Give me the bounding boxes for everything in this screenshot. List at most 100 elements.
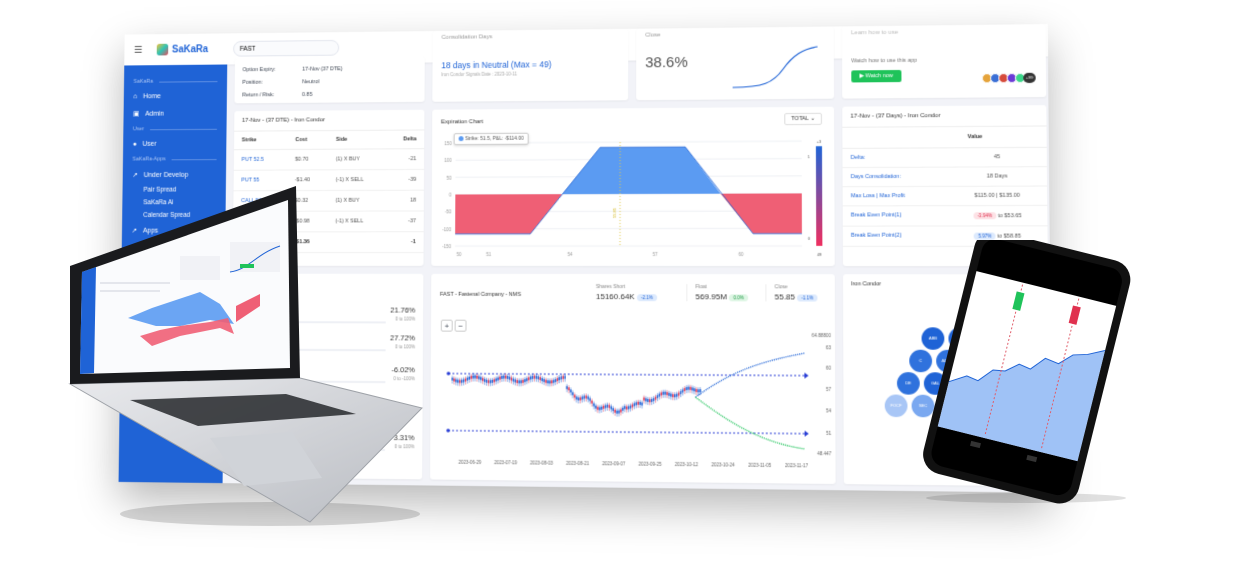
x-tick-label: 57 (653, 252, 659, 257)
sidebar-item-user[interactable]: ● User (132, 140, 157, 148)
level-marker (447, 429, 451, 434)
candle (645, 398, 647, 402)
candle (554, 379, 557, 383)
x-tick-label: 2023-07-19 (494, 460, 517, 465)
candle (463, 379, 465, 383)
candle (602, 405, 605, 409)
phone-frame (923, 230, 1131, 504)
search-input[interactable] (233, 39, 340, 57)
candle (564, 375, 566, 379)
user-icon: ● (132, 141, 137, 148)
stats-row: Days Consolidation: 18 Days (842, 167, 1048, 188)
candle (486, 380, 488, 384)
candle (459, 379, 461, 383)
candle (666, 392, 668, 396)
candle (641, 402, 643, 406)
candle (520, 380, 522, 384)
candle (610, 406, 612, 410)
stats-label: Days Consolidation: (850, 173, 901, 181)
scale-label: 49 (817, 252, 822, 257)
x-tick-label: 51 (486, 252, 492, 257)
candle (633, 403, 635, 407)
laptop-frame (68, 186, 423, 526)
candle (658, 393, 661, 397)
candle (649, 399, 651, 403)
candle (651, 398, 653, 402)
menu-icon[interactable]: ☰ (133, 44, 143, 56)
candle (558, 377, 560, 381)
change-badge: 5.97% (974, 232, 996, 240)
candle (664, 391, 666, 395)
expiration-chart: 150 100 50 0 -50 -100 -150 50 51 54 57 60 55.85 +3 1 0 4… (442, 139, 823, 257)
y-tick-label: 54 (826, 408, 832, 413)
candle (627, 406, 630, 410)
ticker-bubble[interactable]: FOCF (884, 394, 908, 418)
home-icon: ⌂ (133, 93, 138, 101)
change-badge: 0.0% (729, 294, 748, 302)
y-tick-label: 48.447 (817, 451, 832, 456)
candle (525, 378, 528, 382)
candle (670, 393, 672, 397)
candle (533, 375, 535, 379)
consolidation-value: 18 days in Neutral (Max = 49) (441, 59, 552, 71)
candle (635, 402, 637, 406)
candle (495, 378, 498, 382)
candle (596, 406, 599, 410)
candle (643, 397, 645, 401)
total-select[interactable]: TOTAL ⌄ (784, 112, 822, 126)
candle (637, 401, 639, 405)
x-tick-label: 2023-09-25 (638, 461, 662, 466)
metric-close: Close 55.85 -1.1% (765, 284, 818, 302)
y-tick-label: 57 (826, 387, 832, 392)
candle (691, 387, 694, 391)
candle (475, 376, 477, 380)
candle (639, 401, 641, 405)
y-tick-label: 150 (444, 141, 452, 146)
scale-label: 0 (808, 236, 811, 241)
candle (672, 394, 674, 398)
candle (488, 380, 490, 384)
candle (604, 405, 607, 409)
candle (600, 406, 603, 410)
candle (505, 375, 507, 379)
sidebar-item-admin[interactable]: ▣ Admin (133, 110, 165, 118)
avatar-more[interactable]: +99 (1023, 72, 1036, 84)
y-tick-label: 100 (444, 158, 452, 163)
x-tick-label: 2023-06-29 (458, 460, 481, 465)
candle (516, 379, 518, 383)
candle (579, 397, 582, 401)
candle (518, 380, 520, 384)
candle (594, 405, 597, 409)
candle (552, 379, 555, 383)
candle (544, 379, 546, 383)
loss-area (455, 193, 802, 235)
watch-now-button[interactable]: ▶ Watch now (851, 69, 902, 83)
candle (534, 375, 537, 379)
y-tick-label: 0 (449, 192, 452, 197)
candle (589, 397, 591, 402)
stats-row: Break Even Point(1) -3.94% to $53.65 (842, 205, 1048, 227)
candle (652, 398, 655, 402)
candle (457, 379, 459, 383)
close-card: Close 38.6% (636, 26, 835, 101)
candle (687, 386, 690, 390)
stats-value: 5.97% to $58.85 (956, 232, 1039, 240)
sidebar-item-under-develop[interactable]: ↗ Under Develop (132, 171, 189, 179)
table-row[interactable]: PUT 52.5 $0.70 (1) X BUY -21 (233, 148, 425, 171)
candle (493, 379, 496, 383)
candle (575, 396, 578, 400)
lower-forecast (696, 397, 805, 449)
candle (616, 410, 618, 414)
x-tick-label: 2023-08-21 (566, 461, 590, 466)
candle (689, 386, 692, 390)
phone-mockup (910, 230, 1142, 504)
candle (468, 376, 471, 380)
candle (556, 378, 559, 382)
candle (678, 392, 680, 396)
sidebar-section-apps: SaKaRa-Apps (123, 152, 226, 166)
stats-value: -3.94% to $53.65 (956, 212, 1039, 220)
sidebar-item-home[interactable]: ⌂ Home (133, 93, 161, 101)
candle (461, 379, 463, 383)
dashboard-screenshot: ☰ SaKaRa ☾ 8 ☷ i SaKaRa ⌂Home ▣Admin Use… (118, 24, 1053, 493)
